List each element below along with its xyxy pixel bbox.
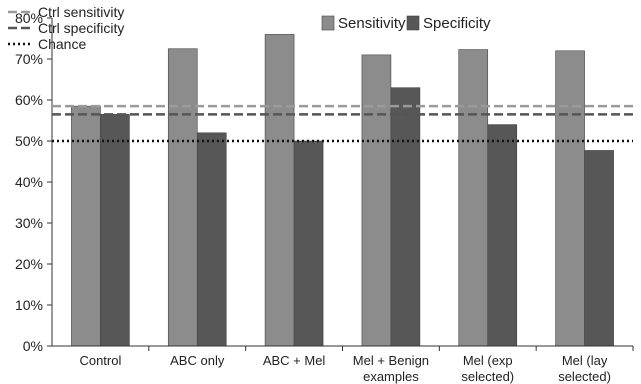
legend-line-label: Ctrl specificity — [38, 20, 124, 36]
legend-bar-swatch — [406, 15, 420, 31]
y-tick-label: 50% — [15, 133, 43, 149]
y-tick-label: 70% — [15, 51, 43, 67]
x-category-label: Mel (exp — [463, 353, 513, 368]
specificity-bar — [584, 150, 614, 347]
x-category-label: ABC only — [170, 353, 225, 368]
specificity-bar — [487, 124, 518, 347]
specificity-bar — [100, 114, 130, 347]
x-category-label: Mel (lay — [562, 353, 608, 368]
specificity-bar — [293, 140, 324, 347]
sensitivity-bar — [361, 54, 392, 347]
x-category-label: selected) — [558, 369, 611, 384]
y-tick-label: 10% — [15, 297, 43, 313]
y-tick-label: 0% — [23, 338, 43, 354]
x-category-label: Mel + Benign — [353, 353, 429, 368]
sensitivity-bar — [264, 34, 295, 347]
sensitivity-bar — [555, 50, 585, 347]
x-category-label: selected) — [461, 369, 514, 384]
x-category-label: ABC + Mel — [263, 353, 326, 368]
specificity-bar — [390, 87, 421, 347]
sensitivity-bar — [458, 49, 489, 347]
legend-bar-swatch — [321, 15, 335, 31]
y-tick-label: 80% — [15, 10, 43, 26]
legend-bar-label: Specificity — [423, 15, 491, 32]
x-category-label: Control — [79, 353, 121, 368]
y-tick-label: 30% — [15, 215, 43, 231]
legend-line-label: Chance — [38, 36, 86, 52]
specificity-bar — [196, 132, 227, 347]
legend-line-label: Ctrl sensitivity — [38, 4, 124, 20]
legend-bar-label: Sensitivity — [338, 15, 406, 32]
y-tick-label: 60% — [15, 92, 43, 108]
y-tick-label: 20% — [15, 256, 43, 272]
y-tick-label: 40% — [15, 174, 43, 190]
x-category-label: examples — [363, 369, 419, 384]
sensitivity-bar — [71, 105, 101, 347]
sensitivity-bar — [167, 48, 198, 347]
